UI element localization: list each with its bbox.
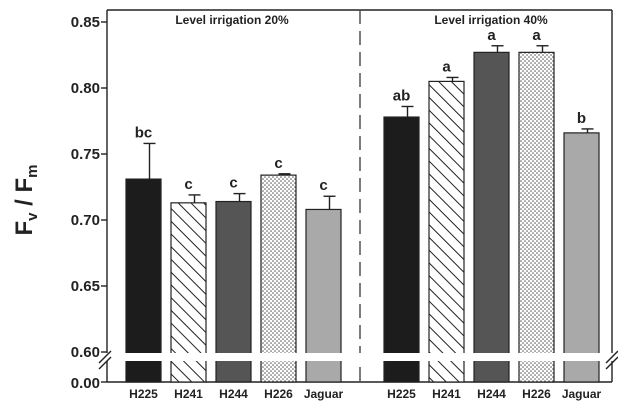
significance-label: bc xyxy=(135,124,153,141)
category-label: Jaguar xyxy=(562,387,602,401)
significance-label: a xyxy=(487,27,496,44)
y-tick-label: 0.70 xyxy=(71,212,100,229)
bar-h244 xyxy=(215,200,252,383)
bar-h226 xyxy=(518,51,555,383)
y-tick-label: 0.85 xyxy=(71,14,100,31)
significance-label: c xyxy=(274,155,282,172)
category-label: H241 xyxy=(432,387,461,401)
bar-jaguar xyxy=(563,132,600,383)
panel-title-20: Level irrigation 20% xyxy=(175,13,289,27)
axis-break-mark xyxy=(605,350,618,364)
plot-area: 0.600.650.700.750.800.85bcH225cH241cH244… xyxy=(71,9,618,401)
category-label: H244 xyxy=(219,387,248,401)
bar-h241 xyxy=(170,202,207,383)
axis-break-mark xyxy=(605,356,618,370)
bar-h226 xyxy=(260,174,297,383)
axis-break-band xyxy=(99,353,616,361)
y-axis-label: Fv / Fm xyxy=(11,164,41,235)
category-label: H226 xyxy=(522,387,551,401)
significance-label: b xyxy=(577,110,586,127)
panel-title-40: Level irrigation 40% xyxy=(434,13,548,27)
bar-h241 xyxy=(428,80,465,383)
y-tick-label: 0.65 xyxy=(71,278,100,295)
bar-h244 xyxy=(473,51,510,383)
significance-label: ab xyxy=(393,87,411,104)
significance-label: c xyxy=(319,177,327,194)
category-label: H226 xyxy=(264,387,293,401)
significance-label: c xyxy=(184,176,192,193)
y-tick-label: 0.75 xyxy=(71,146,100,163)
axis-break-mark xyxy=(98,356,112,370)
category-label: Jaguar xyxy=(304,387,344,401)
significance-label: a xyxy=(532,27,541,44)
category-label: H244 xyxy=(477,387,506,401)
category-label: H225 xyxy=(129,387,158,401)
y-tick-label: 0.80 xyxy=(71,80,100,97)
axis-break-mark xyxy=(98,350,112,364)
bar-h225 xyxy=(125,178,162,383)
y-tick-label-zero: 0.00 xyxy=(71,375,100,392)
category-label: H225 xyxy=(387,387,416,401)
y-tick-label: 0.60 xyxy=(71,344,100,361)
significance-label: a xyxy=(442,58,451,75)
bar-h225 xyxy=(383,116,420,383)
category-label: H241 xyxy=(174,387,203,401)
significance-label: c xyxy=(229,175,237,192)
